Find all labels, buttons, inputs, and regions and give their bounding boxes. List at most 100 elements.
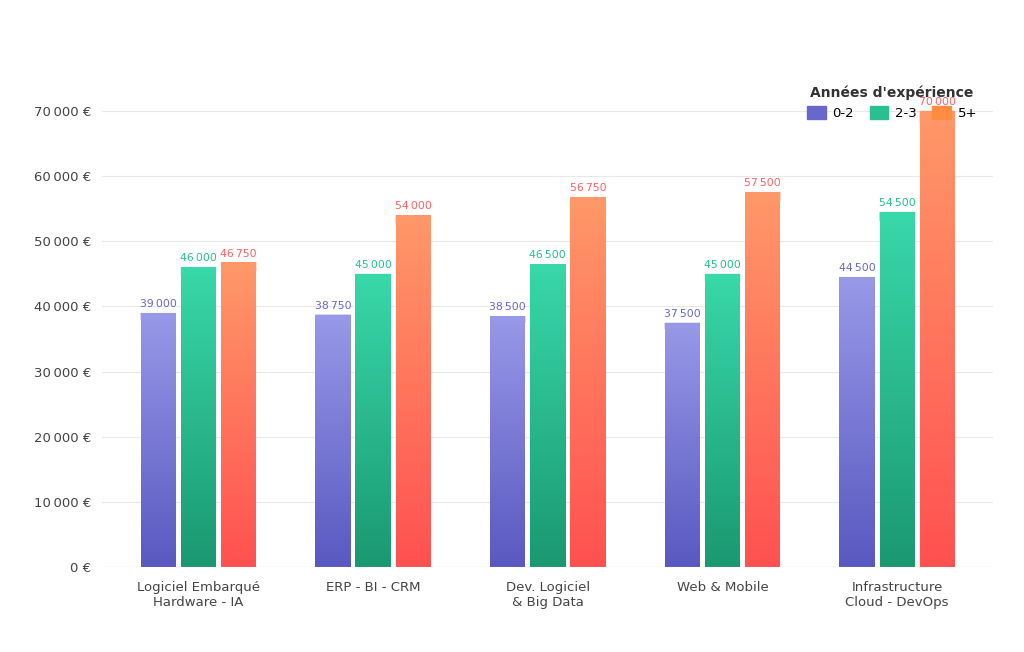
Bar <box>395 486 431 488</box>
Bar <box>840 346 874 347</box>
Bar <box>920 531 955 532</box>
Bar <box>745 282 780 284</box>
Bar <box>395 565 431 566</box>
Bar <box>140 486 176 488</box>
Bar <box>530 323 565 325</box>
Bar <box>570 334 605 335</box>
Bar <box>840 288 874 289</box>
Bar <box>920 111 955 112</box>
Bar <box>355 480 391 481</box>
Bar <box>920 298 955 299</box>
Bar <box>880 244 914 245</box>
Bar <box>490 499 525 500</box>
Bar <box>840 544 874 545</box>
Bar <box>920 397 955 398</box>
Bar <box>840 342 874 343</box>
Bar <box>395 554 431 556</box>
Bar <box>490 451 525 452</box>
Bar <box>395 351 431 353</box>
Bar <box>355 338 391 339</box>
Bar <box>880 482 914 483</box>
Bar <box>705 319 740 321</box>
Bar <box>490 323 525 324</box>
Bar <box>490 512 525 513</box>
Bar <box>880 461 914 462</box>
Bar <box>490 347 525 348</box>
Bar <box>315 333 350 334</box>
Bar <box>570 350 605 351</box>
Bar <box>745 210 780 211</box>
Bar <box>665 401 700 402</box>
Bar <box>395 330 431 331</box>
Bar <box>920 484 955 485</box>
Bar <box>490 425 525 426</box>
Bar <box>221 413 256 414</box>
Bar <box>395 233 431 234</box>
Bar <box>181 311 216 312</box>
Bar <box>880 218 914 219</box>
Bar <box>570 476 605 477</box>
Bar <box>920 202 955 203</box>
Bar <box>181 424 216 425</box>
Bar <box>221 400 256 402</box>
Bar <box>705 352 740 353</box>
Bar <box>665 446 700 447</box>
Bar <box>181 543 216 544</box>
Bar <box>570 509 605 511</box>
Bar <box>395 456 431 457</box>
Bar <box>140 411 176 412</box>
Bar <box>395 472 431 473</box>
Bar <box>745 342 780 344</box>
Bar <box>665 485 700 486</box>
Bar <box>570 200 605 201</box>
Bar <box>395 387 431 388</box>
Bar <box>745 405 780 406</box>
Bar <box>221 415 256 416</box>
Bar <box>181 445 216 446</box>
Bar <box>880 448 914 449</box>
Bar <box>570 479 605 480</box>
Bar <box>315 451 350 452</box>
Bar <box>880 449 914 450</box>
Bar <box>570 550 605 551</box>
Bar <box>880 402 914 404</box>
Bar <box>355 509 391 510</box>
Bar <box>570 207 605 209</box>
Bar <box>745 428 780 430</box>
Bar <box>315 473 350 474</box>
Bar <box>705 274 740 275</box>
Bar <box>355 556 391 557</box>
Bar <box>920 366 955 368</box>
Bar <box>221 540 256 541</box>
Bar <box>140 553 176 554</box>
Bar <box>355 354 391 355</box>
Bar <box>315 523 350 524</box>
Bar <box>530 343 565 344</box>
Bar <box>355 304 391 305</box>
Bar <box>395 477 431 478</box>
Bar <box>840 282 874 283</box>
Bar <box>920 518 955 520</box>
Bar <box>490 330 525 331</box>
Bar <box>355 350 391 351</box>
Bar <box>705 443 740 444</box>
Bar <box>840 366 874 367</box>
Bar <box>490 390 525 391</box>
Bar <box>570 437 605 439</box>
Bar <box>880 539 914 540</box>
Bar <box>395 531 431 532</box>
Bar <box>355 299 391 300</box>
Bar <box>745 379 780 381</box>
Bar <box>315 331 350 333</box>
Bar <box>745 285 780 286</box>
Bar <box>665 343 700 344</box>
Bar <box>181 482 216 483</box>
Bar <box>221 286 256 287</box>
Bar <box>920 450 955 452</box>
FancyBboxPatch shape <box>140 313 176 319</box>
Bar <box>221 554 256 555</box>
Bar <box>181 499 216 500</box>
Bar <box>530 529 565 530</box>
Bar <box>530 467 565 468</box>
Bar <box>355 346 391 347</box>
